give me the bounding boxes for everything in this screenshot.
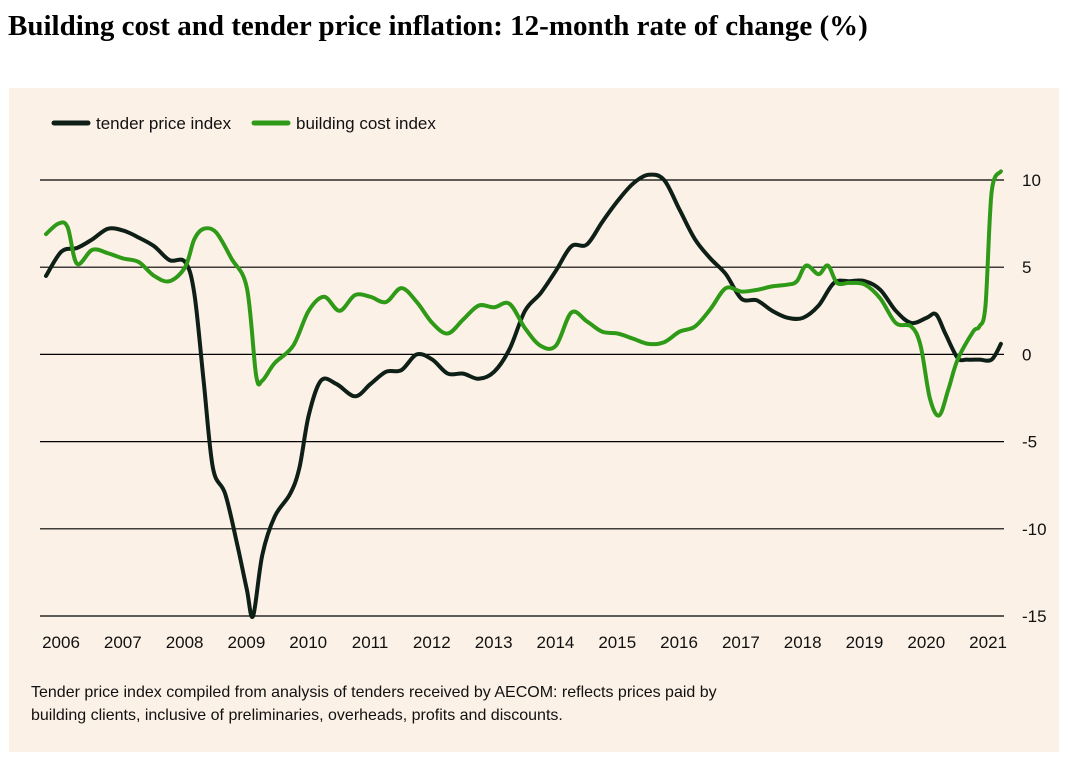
x-tick-label: 2018	[784, 633, 822, 652]
x-tick-label: 2011	[352, 633, 389, 652]
legend-label: building cost index	[296, 114, 436, 133]
series-line-tender-price-index	[44, 172, 1003, 620]
y-tick-label: 0	[1022, 345, 1031, 364]
x-tick-label: 2009	[228, 633, 266, 652]
legend-item-building: building cost index	[251, 114, 436, 133]
x-tick-label: 2020	[907, 633, 945, 652]
x-tick-label: 2017	[722, 633, 760, 652]
y-axis-tick-labels: 10 5 0 -5 -10 -15	[1022, 171, 1047, 626]
gridlines	[40, 179, 1004, 617]
x-tick-label: 2006	[42, 633, 80, 652]
y-tick-label: -5	[1022, 433, 1037, 452]
x-tick-label: 2007	[104, 633, 142, 652]
legend-item-tender: tender price index	[51, 114, 232, 133]
x-tick-label: 2016	[660, 633, 698, 652]
x-tick-label: 2014	[537, 633, 575, 652]
x-axis-tick-labels: 2006 2007 2008 2009 2010 2011 2012 2013 2014 2015…	[42, 633, 1007, 652]
x-tick-label: 2019	[846, 633, 884, 652]
chart-panel	[9, 88, 1059, 752]
legend-label: tender price index	[96, 114, 232, 133]
x-tick-label: 2013	[475, 633, 513, 652]
x-tick-label: 2012	[413, 633, 451, 652]
legend: tender price index building cost index	[51, 114, 436, 133]
footnote: Tender price index compiled from analysi…	[31, 681, 717, 727]
series-lines	[44, 169, 1003, 620]
series-line-building-cost-index	[44, 169, 1003, 418]
x-tick-label: 2008	[166, 633, 204, 652]
x-tick-label: 2021	[969, 633, 1007, 652]
footnote-line-2: building clients, inclusive of prelimina…	[31, 707, 563, 724]
y-tick-label: -10	[1022, 520, 1047, 539]
x-tick-label: 2010	[289, 633, 327, 652]
y-tick-label: 10	[1022, 171, 1041, 190]
footnote-line-1: Tender price index compiled from analysi…	[31, 684, 717, 701]
chart-title: Building cost and tender price inflation…	[8, 10, 868, 42]
y-tick-label: -15	[1022, 607, 1047, 626]
y-tick-label: 5	[1022, 258, 1031, 277]
x-tick-label: 2015	[598, 633, 636, 652]
